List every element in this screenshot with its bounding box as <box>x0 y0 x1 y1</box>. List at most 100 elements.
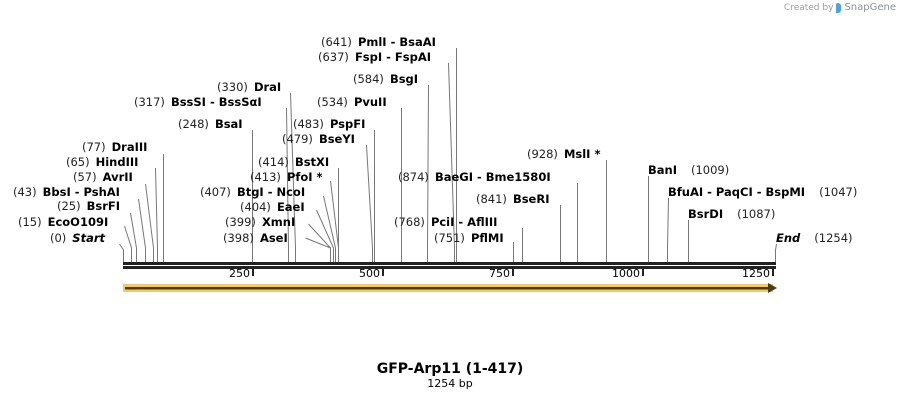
restriction-site-label[interactable]: (398) AseI <box>223 231 288 245</box>
site-enzyme-name: EaeI <box>276 200 305 214</box>
restriction-site-label[interactable]: (534) PvuII <box>317 95 387 109</box>
site-position: (25) <box>57 199 81 213</box>
site-position: (928) <box>527 147 558 161</box>
site-position: (65) <box>66 155 90 169</box>
restriction-site-label[interactable]: End (1254) <box>776 231 853 245</box>
site-position: (1254) <box>814 231 853 245</box>
site-connector-line <box>323 195 336 262</box>
ruler-tick-label: 1250 <box>742 267 770 280</box>
restriction-site-label[interactable]: (637) FspI - FspAI <box>318 50 431 64</box>
site-enzyme-name: PfoI * <box>286 170 323 184</box>
site-position: (641) <box>321 35 352 49</box>
backbone-bottom-strand <box>123 266 776 269</box>
site-connector-line <box>330 180 339 262</box>
restriction-site-label[interactable]: (928) MslI * <box>527 147 600 161</box>
restriction-site-label[interactable]: (399) XmnI <box>225 215 295 229</box>
site-enzyme-name: BsrDI <box>688 207 724 221</box>
site-enzyme-name: BseRI <box>512 192 550 206</box>
site-position: (1087) <box>737 207 776 221</box>
restriction-site-label[interactable]: (65) HindIII <box>66 155 138 169</box>
site-position: (317) <box>134 95 165 109</box>
restriction-site-label[interactable]: BfuAI - PaqCI - BspMI (1047) <box>668 185 857 199</box>
site-enzyme-name: BsaI <box>214 117 243 131</box>
site-enzyme-name: FspI - FspAI <box>354 50 432 64</box>
credit-prefix: Created by <box>783 2 834 13</box>
restriction-site-label[interactable]: (248) BsaI <box>178 117 243 131</box>
backbone-top-strand <box>123 262 776 265</box>
restriction-site-label[interactable]: (751) PflMI <box>434 231 504 245</box>
site-connector-line <box>124 225 132 262</box>
site-enzyme-name: End <box>776 231 801 245</box>
site-position: (768) <box>394 215 425 229</box>
restriction-site-label[interactable]: (479) BseYI <box>282 132 355 146</box>
site-connector-line <box>286 107 289 262</box>
site-position: (414) <box>258 155 289 169</box>
site-enzyme-name: DraIII <box>111 140 148 154</box>
ruler-tick <box>382 266 384 276</box>
credit-brand: SnapGene <box>844 2 896 13</box>
site-connector-lines <box>119 48 777 262</box>
site-enzyme-name: BanI <box>648 163 677 177</box>
restriction-site-label[interactable]: BanI (1009) <box>648 163 729 177</box>
restriction-site-label[interactable]: (841) BseRI <box>476 192 549 206</box>
site-position: (483) <box>293 117 324 131</box>
restriction-site-label[interactable]: (57) AvrII <box>73 170 133 184</box>
site-enzyme-name: BsgI <box>389 72 419 86</box>
site-enzyme-name: PciI - AflIII <box>430 215 498 229</box>
site-position: (0) <box>50 231 67 245</box>
restriction-site-label[interactable]: (317) BssSI - BssSαI <box>134 95 262 109</box>
feature-arrowhead-icon <box>768 283 777 293</box>
site-position: (15) <box>18 215 42 229</box>
site-connector-line <box>448 62 455 262</box>
sequence-title: GFP-Arp11 (1-417) <box>376 361 524 377</box>
site-enzyme-name: DraI <box>253 80 282 94</box>
restriction-site-label[interactable]: BsrDI (1087) <box>688 207 775 221</box>
restriction-site-label[interactable]: (15) EcoO109I <box>18 215 108 229</box>
site-connector-line <box>119 243 124 262</box>
site-enzyme-name: EcoO109I <box>47 215 109 229</box>
site-enzyme-name: BstXI <box>294 155 330 169</box>
restriction-site-label[interactable]: (768) PciI - AflIII <box>394 215 497 229</box>
site-position: (399) <box>225 215 256 229</box>
restriction-site-label[interactable]: (584) BsgI <box>353 72 418 86</box>
ruler-tick <box>512 266 514 276</box>
snapgene-logo-icon <box>836 2 842 13</box>
site-position: (534) <box>317 95 348 109</box>
site-enzyme-name: BssSI - BssSαI <box>170 95 262 109</box>
site-enzyme-name: Start <box>72 231 106 245</box>
site-position: (57) <box>73 170 97 184</box>
site-position: (248) <box>178 117 209 131</box>
restriction-site-label[interactable]: (414) BstXI <box>258 155 329 169</box>
site-connector-line <box>308 223 331 262</box>
ruler-tick-label: 500 <box>359 267 380 280</box>
restriction-site-label[interactable]: (330) DraI <box>217 80 281 94</box>
site-enzyme-name: BfuAI - PaqCI - BspMI <box>668 185 806 199</box>
site-enzyme-name: MslI * <box>563 147 601 161</box>
site-position: (43) <box>13 185 37 199</box>
ruler-tick-label: 250 <box>229 267 250 280</box>
restriction-site-label[interactable]: (43) BbsI - PshAI <box>13 185 120 199</box>
restriction-site-label[interactable]: (641) PmlI - BsaAI <box>321 35 436 49</box>
restriction-site-label[interactable]: (874) BaeGI - Bme1580I <box>398 170 551 184</box>
site-enzyme-name: AvrII <box>102 170 133 184</box>
restriction-site-label[interactable]: (77) DraIII <box>82 140 147 154</box>
site-enzyme-name: BaeGI - Bme1580I <box>434 170 551 184</box>
feature-line <box>125 287 769 290</box>
site-connector-line <box>145 183 154 262</box>
restriction-site-label[interactable]: (25) BsrFI <box>57 199 120 213</box>
feature-arrow[interactable] <box>123 283 777 293</box>
restriction-site-label[interactable]: (413) PfoI * <box>250 170 323 184</box>
restriction-site-label[interactable]: (0) Start <box>50 231 105 245</box>
site-position: (404) <box>240 200 271 214</box>
site-position: (874) <box>398 170 429 184</box>
site-connector-line <box>290 92 296 262</box>
site-position: (841) <box>476 192 507 206</box>
site-position: (584) <box>353 72 384 86</box>
restriction-site-label[interactable]: (404) EaeI <box>240 200 305 214</box>
restriction-site-label[interactable]: (483) PspFI <box>293 117 365 131</box>
site-enzyme-name: XmnI <box>261 215 296 229</box>
site-position: (407) <box>200 185 231 199</box>
restriction-site-label[interactable]: (407) BtgI - NcoI <box>200 185 305 199</box>
